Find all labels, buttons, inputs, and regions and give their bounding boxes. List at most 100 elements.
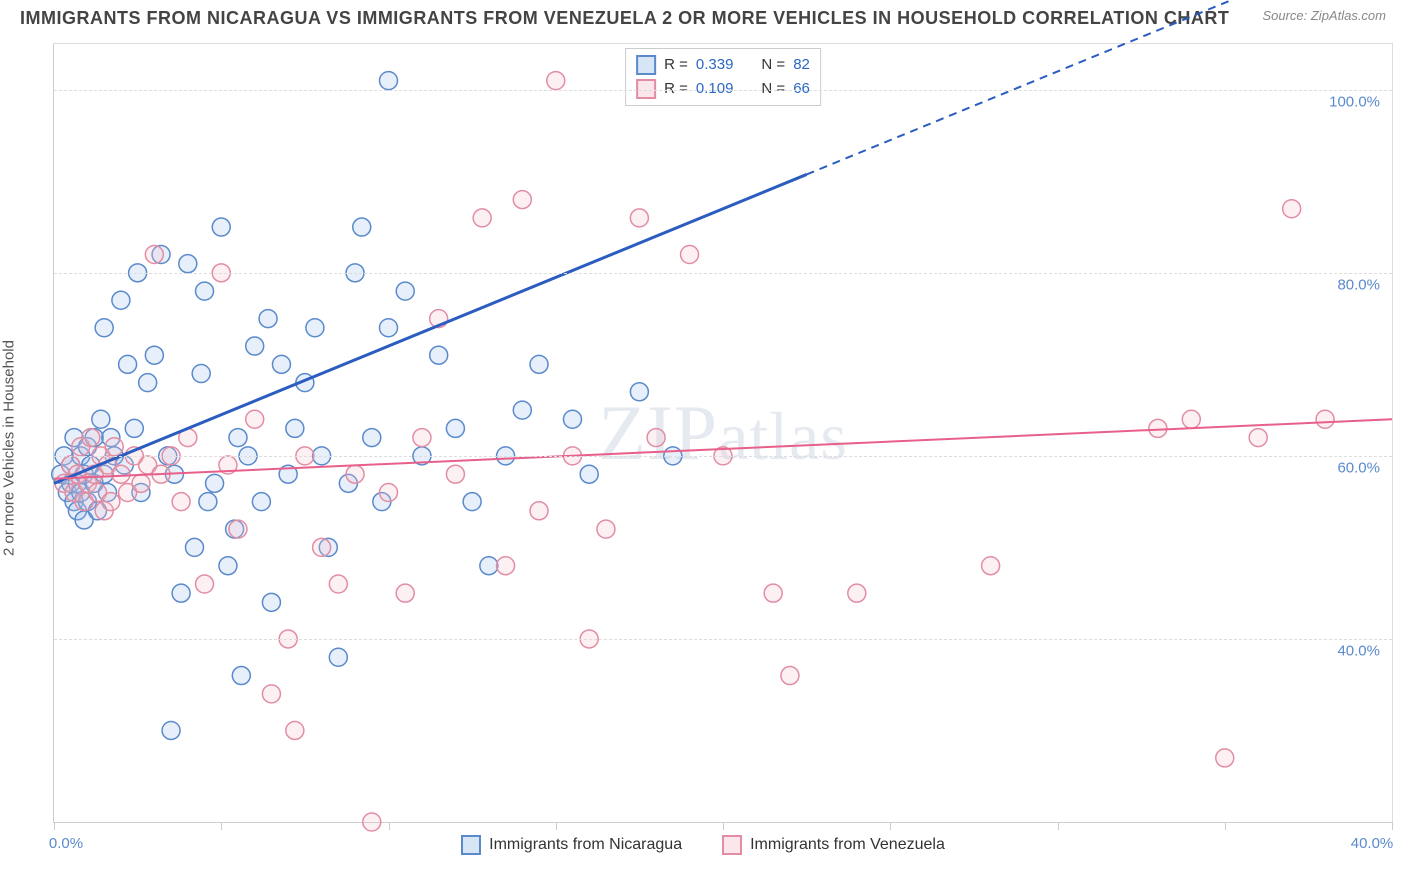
data-point bbox=[497, 557, 515, 575]
chart-title: IMMIGRANTS FROM NICARAGUA VS IMMIGRANTS … bbox=[20, 8, 1229, 29]
data-point bbox=[446, 465, 464, 483]
data-point bbox=[313, 538, 331, 556]
legend-stat-row: R = 0.339N = 82 bbox=[636, 53, 810, 77]
data-point bbox=[530, 355, 548, 373]
plot-area: ZIPatlas R = 0.339N = 82R = 0.109N = 66 … bbox=[53, 43, 1393, 823]
data-point bbox=[681, 246, 699, 264]
data-point bbox=[196, 282, 214, 300]
data-point bbox=[530, 502, 548, 520]
data-point bbox=[580, 465, 598, 483]
legend-swatch bbox=[722, 835, 742, 855]
data-point bbox=[306, 319, 324, 337]
data-point bbox=[262, 685, 280, 703]
data-point bbox=[179, 255, 197, 273]
data-point bbox=[145, 346, 163, 364]
data-point bbox=[199, 493, 217, 511]
data-point bbox=[162, 721, 180, 739]
legend-item: Immigrants from Venezuela bbox=[722, 835, 945, 855]
data-point bbox=[647, 429, 665, 447]
data-point bbox=[95, 319, 113, 337]
data-point bbox=[380, 483, 398, 501]
data-point bbox=[363, 429, 381, 447]
gridline bbox=[54, 456, 1392, 457]
data-point bbox=[396, 282, 414, 300]
data-point bbox=[480, 557, 498, 575]
data-point bbox=[102, 493, 120, 511]
data-point bbox=[982, 557, 1000, 575]
data-point bbox=[219, 557, 237, 575]
data-point bbox=[446, 419, 464, 437]
x-tick bbox=[723, 822, 724, 830]
y-tick-label: 60.0% bbox=[1337, 459, 1380, 476]
data-point bbox=[212, 218, 230, 236]
data-point bbox=[206, 474, 224, 492]
y-tick-label: 40.0% bbox=[1337, 642, 1380, 659]
data-point bbox=[396, 584, 414, 602]
data-point bbox=[547, 72, 565, 90]
x-tick bbox=[1392, 822, 1393, 830]
data-point bbox=[1316, 410, 1334, 428]
y-tick-label: 80.0% bbox=[1337, 276, 1380, 293]
data-point bbox=[430, 346, 448, 364]
data-point bbox=[513, 401, 531, 419]
gridline bbox=[54, 639, 1392, 640]
data-point bbox=[196, 575, 214, 593]
data-point bbox=[132, 474, 150, 492]
gridline bbox=[54, 90, 1392, 91]
legend-item: Immigrants from Nicaragua bbox=[461, 835, 682, 855]
y-axis-label: 2 or more Vehicles in Household bbox=[1, 340, 18, 556]
x-tick bbox=[221, 822, 222, 830]
x-tick bbox=[1225, 822, 1226, 830]
data-point bbox=[229, 429, 247, 447]
data-point bbox=[473, 209, 491, 227]
legend-swatch bbox=[461, 835, 481, 855]
legend-r-label: R = bbox=[664, 53, 688, 77]
data-point bbox=[563, 410, 581, 428]
data-point bbox=[363, 813, 381, 831]
chart-svg bbox=[54, 44, 1392, 822]
legend-n-value: 82 bbox=[793, 53, 810, 77]
data-point bbox=[145, 246, 163, 264]
data-point bbox=[252, 493, 270, 511]
data-point bbox=[185, 538, 203, 556]
data-point bbox=[259, 310, 277, 328]
x-tick bbox=[54, 822, 55, 830]
data-point bbox=[229, 520, 247, 538]
x-tick bbox=[1058, 822, 1059, 830]
x-tick bbox=[389, 822, 390, 830]
data-point bbox=[119, 355, 137, 373]
y-tick-label: 100.0% bbox=[1329, 93, 1380, 110]
legend-series: Immigrants from Nicaragua Immigrants from… bbox=[3, 835, 1403, 855]
data-point bbox=[329, 648, 347, 666]
data-point bbox=[112, 291, 130, 309]
legend-label: Immigrants from Nicaragua bbox=[489, 836, 682, 854]
data-point bbox=[262, 593, 280, 611]
data-point bbox=[329, 575, 347, 593]
data-point bbox=[463, 493, 481, 511]
data-point bbox=[1283, 200, 1301, 218]
data-point bbox=[172, 493, 190, 511]
legend-stats: R = 0.339N = 82R = 0.109N = 66 bbox=[625, 48, 821, 106]
gridline bbox=[54, 273, 1392, 274]
source-value: ZipAtlas.com bbox=[1311, 8, 1386, 23]
data-point bbox=[346, 465, 364, 483]
data-point bbox=[413, 429, 431, 447]
data-point bbox=[1249, 429, 1267, 447]
data-point bbox=[272, 355, 290, 373]
data-point bbox=[286, 721, 304, 739]
x-tick bbox=[556, 822, 557, 830]
source-prefix: Source: bbox=[1262, 8, 1310, 23]
data-point bbox=[192, 365, 210, 383]
data-point bbox=[82, 429, 100, 447]
data-point bbox=[1216, 749, 1234, 767]
data-point bbox=[92, 410, 110, 428]
data-point bbox=[764, 584, 782, 602]
data-point bbox=[232, 667, 250, 685]
data-point bbox=[781, 667, 799, 685]
data-point bbox=[112, 465, 130, 483]
data-point bbox=[380, 319, 398, 337]
data-point bbox=[848, 584, 866, 602]
data-point bbox=[125, 419, 143, 437]
legend-label: Immigrants from Venezuela bbox=[750, 836, 945, 854]
data-point bbox=[597, 520, 615, 538]
